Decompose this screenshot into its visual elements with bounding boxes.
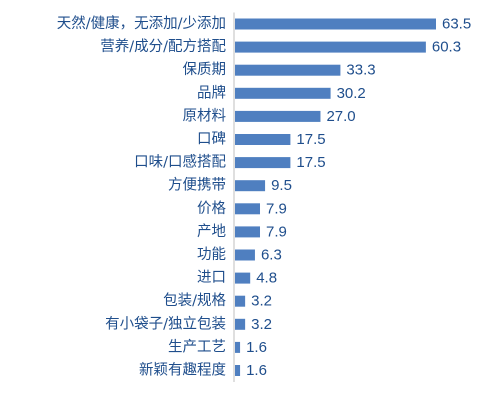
value-label: 30.2 <box>337 85 366 102</box>
value-label: 7.9 <box>266 223 287 240</box>
category-label: 口碑 <box>197 131 226 148</box>
value-label: 60.3 <box>432 39 461 56</box>
category-label: 原材料 <box>183 107 227 124</box>
category-label: 口味/口感搭配 <box>134 154 226 171</box>
value-label: 4.8 <box>256 270 277 287</box>
bar <box>235 41 426 53</box>
value-labels-group: 63.560.333.330.227.017.517.59.57.97.96.3… <box>246 16 471 380</box>
category-label: 生产工艺 <box>168 338 226 355</box>
category-label: 品牌 <box>197 84 226 101</box>
value-label: 7.9 <box>266 200 287 217</box>
category-label: 方便携带 <box>168 177 226 194</box>
value-label: 6.3 <box>261 247 282 264</box>
category-label: 新颖有趣程度 <box>139 362 226 379</box>
bar <box>235 203 261 215</box>
bar <box>235 18 436 30</box>
bar <box>235 226 261 238</box>
bar <box>235 64 341 76</box>
category-label: 产地 <box>197 223 226 240</box>
value-label: 17.5 <box>296 154 325 171</box>
value-label: 1.6 <box>246 339 267 356</box>
value-label: 3.2 <box>251 316 272 333</box>
value-label: 17.5 <box>296 131 325 148</box>
category-label: 功能 <box>197 246 226 263</box>
category-label: 进口 <box>197 269 226 286</box>
bar <box>235 157 291 169</box>
value-label: 3.2 <box>251 293 272 310</box>
category-label: 价格 <box>197 200 226 217</box>
category-labels-group: 天然/健康，无添加/少添加营养/成分/配方搭配保质期品牌原材料口碑口味/口感搭配… <box>57 15 227 379</box>
bar <box>235 249 255 261</box>
bar <box>235 295 246 307</box>
bar <box>235 110 321 122</box>
category-label: 保质期 <box>183 61 227 78</box>
bar <box>235 87 331 99</box>
bar <box>235 365 241 376</box>
category-label: 包装/规格 <box>163 292 226 309</box>
category-label: 天然/健康，无添加/少添加 <box>57 15 226 32</box>
bar <box>235 318 246 330</box>
bar <box>235 341 241 353</box>
bars-group <box>235 18 436 376</box>
bar <box>235 134 291 145</box>
bar <box>235 272 251 284</box>
value-label: 27.0 <box>326 108 355 125</box>
category-label: 营养/成分/配方搭配 <box>100 38 226 55</box>
value-label: 33.3 <box>346 62 375 79</box>
value-label: 9.5 <box>271 177 292 194</box>
value-label: 1.6 <box>246 362 267 379</box>
value-label: 63.5 <box>442 16 471 33</box>
bar <box>235 180 266 192</box>
category-label: 有小袋子/独立包装 <box>105 315 226 332</box>
